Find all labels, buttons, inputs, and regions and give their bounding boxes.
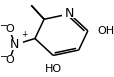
Text: O: O	[5, 24, 14, 34]
FancyBboxPatch shape	[41, 65, 65, 74]
Text: HO: HO	[44, 64, 61, 74]
Text: −: −	[0, 52, 8, 62]
FancyBboxPatch shape	[3, 24, 16, 35]
Text: N: N	[64, 7, 74, 20]
FancyBboxPatch shape	[3, 55, 16, 65]
FancyBboxPatch shape	[62, 8, 76, 18]
Text: −: −	[0, 21, 8, 31]
FancyBboxPatch shape	[7, 39, 23, 50]
Text: O: O	[5, 55, 14, 65]
Text: +: +	[21, 29, 27, 38]
FancyBboxPatch shape	[89, 25, 107, 36]
Text: N: N	[10, 38, 19, 51]
Text: OH: OH	[97, 26, 114, 36]
